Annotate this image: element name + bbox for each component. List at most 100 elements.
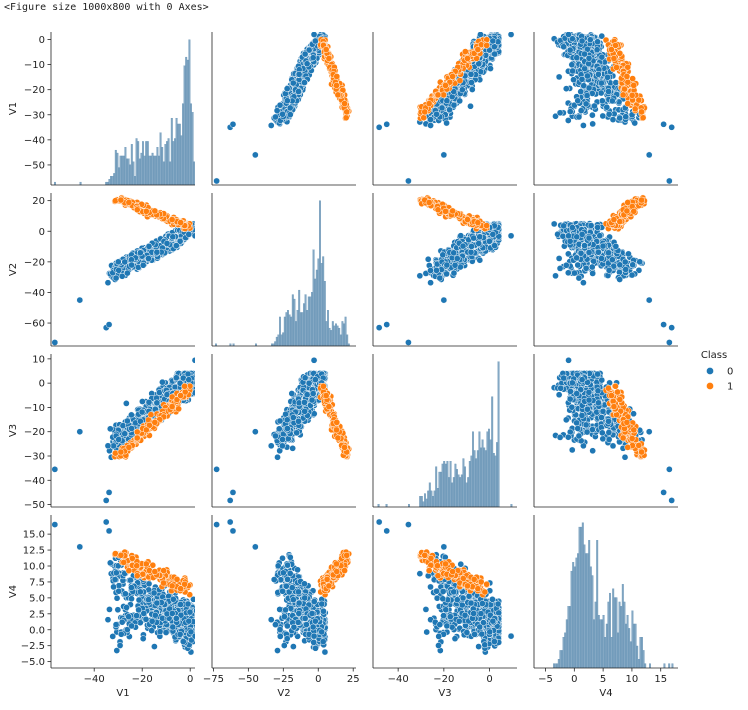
point-class-0 bbox=[440, 296, 448, 304]
point-class-0 bbox=[440, 151, 448, 159]
point-class-0 bbox=[573, 54, 581, 62]
point-class-0 bbox=[450, 249, 458, 257]
point-class-1 bbox=[449, 207, 456, 215]
point-class-0 bbox=[555, 73, 563, 81]
point-class-0 bbox=[121, 258, 129, 266]
point-class-0 bbox=[585, 249, 593, 256]
point-class-0 bbox=[575, 113, 583, 121]
hist-bar bbox=[347, 343, 350, 346]
point-class-0 bbox=[555, 255, 563, 262]
hist-bar bbox=[296, 310, 299, 346]
point-class-0 bbox=[137, 249, 144, 257]
point-class-0 bbox=[467, 102, 474, 110]
point-class-0 bbox=[580, 122, 587, 129]
point-class-0 bbox=[574, 97, 582, 105]
hist-bar bbox=[153, 155, 156, 185]
panel-V3-vs-V1 bbox=[372, 32, 517, 186]
hist-bar bbox=[283, 316, 286, 346]
point-class-0 bbox=[616, 276, 624, 283]
point-class-0 bbox=[405, 177, 412, 185]
hist-bar bbox=[79, 181, 82, 185]
point-class-0 bbox=[577, 249, 585, 257]
hist-bar bbox=[167, 138, 170, 185]
point-class-0 bbox=[552, 272, 559, 280]
hist-bar bbox=[255, 343, 257, 346]
point-class-0 bbox=[636, 258, 644, 266]
point-class-1 bbox=[619, 91, 627, 99]
hist-bar bbox=[312, 249, 315, 346]
hist-bar bbox=[145, 141, 148, 185]
point-class-0 bbox=[276, 101, 284, 109]
point-class-0 bbox=[283, 85, 291, 93]
point-class-0 bbox=[443, 270, 450, 278]
hist-bar bbox=[306, 310, 309, 346]
point-class-0 bbox=[568, 35, 576, 43]
point-class-0 bbox=[583, 92, 591, 99]
point-class-0 bbox=[622, 113, 630, 121]
hist-bar bbox=[323, 281, 326, 346]
point-class-0 bbox=[573, 254, 580, 262]
point-class-0 bbox=[570, 76, 577, 84]
point-class-0 bbox=[588, 263, 596, 271]
point-class-1 bbox=[343, 108, 351, 116]
hist-bar bbox=[333, 325, 336, 346]
hist-bar bbox=[154, 155, 157, 185]
hist-bar bbox=[122, 155, 125, 185]
point-class-0 bbox=[295, 88, 302, 95]
point-class-0 bbox=[457, 232, 465, 240]
point-class-0 bbox=[584, 45, 591, 53]
point-class-0 bbox=[578, 75, 586, 83]
point-class-0 bbox=[115, 266, 123, 274]
hist-bar bbox=[116, 152, 119, 185]
hist-bar bbox=[275, 336, 278, 346]
point-class-0 bbox=[491, 50, 498, 58]
hist-bar bbox=[170, 117, 173, 185]
point-class-1 bbox=[608, 46, 615, 53]
point-class-0 bbox=[582, 264, 590, 272]
point-class-0 bbox=[375, 123, 383, 131]
point-class-1 bbox=[638, 108, 645, 116]
hist-bar bbox=[180, 135, 183, 185]
point-class-1 bbox=[612, 42, 619, 49]
point-class-1 bbox=[421, 108, 429, 116]
point-class-0 bbox=[598, 255, 605, 262]
point-class-0 bbox=[251, 151, 259, 159]
point-class-1 bbox=[464, 216, 471, 223]
point-class-0 bbox=[571, 269, 578, 277]
point-class-0 bbox=[604, 73, 611, 81]
point-class-0 bbox=[666, 177, 673, 185]
point-class-0 bbox=[104, 279, 112, 287]
point-class-0 bbox=[566, 108, 574, 115]
hist-bar bbox=[143, 155, 146, 185]
point-class-1 bbox=[624, 63, 632, 71]
hist-bar bbox=[166, 141, 168, 185]
point-class-0 bbox=[312, 37, 319, 45]
point-class-0 bbox=[273, 107, 281, 114]
hist-bar bbox=[129, 164, 132, 185]
point-class-0 bbox=[443, 261, 451, 269]
panel-V4-vs-V2 bbox=[533, 193, 678, 347]
point-class-0 bbox=[476, 233, 484, 241]
point-class-0 bbox=[450, 269, 458, 277]
point-class-1 bbox=[635, 96, 643, 104]
hist-bar bbox=[295, 321, 297, 346]
point-class-0 bbox=[451, 261, 459, 269]
hist-bar bbox=[232, 343, 235, 346]
point-class-0 bbox=[595, 70, 602, 78]
point-class-1 bbox=[142, 207, 150, 215]
point-class-0 bbox=[581, 242, 588, 249]
hist-bar bbox=[127, 158, 130, 185]
point-class-1 bbox=[631, 105, 639, 113]
point-class-1 bbox=[639, 114, 647, 122]
hist-bar bbox=[119, 155, 122, 185]
point-class-0 bbox=[51, 339, 59, 346]
point-class-0 bbox=[631, 119, 639, 127]
hist-bar bbox=[150, 155, 152, 185]
point-class-0 bbox=[185, 231, 193, 238]
point-class-1 bbox=[474, 46, 482, 53]
hist-bar bbox=[279, 316, 281, 346]
hist-bar bbox=[174, 138, 176, 185]
panel-V1-vs-V2 bbox=[50, 193, 195, 347]
hist-bar bbox=[169, 161, 172, 185]
hist-bar bbox=[178, 123, 181, 185]
